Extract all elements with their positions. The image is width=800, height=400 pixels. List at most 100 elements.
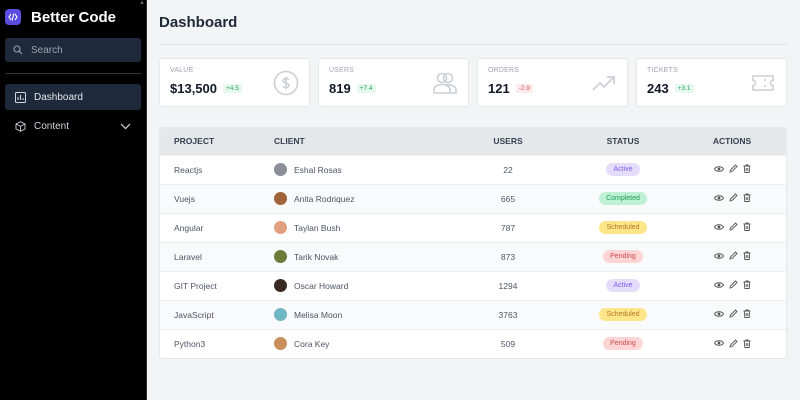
- edit-icon[interactable]: [728, 338, 738, 348]
- edit-icon[interactable]: [728, 251, 738, 260]
- header-project[interactable]: PROJECT: [174, 136, 215, 147]
- page-title: Dashboard: [159, 0, 787, 45]
- header-status[interactable]: STATUS: [606, 136, 640, 147]
- card-label: TICKETS: [647, 67, 678, 74]
- delete-icon[interactable]: [743, 280, 751, 290]
- view-icon[interactable]: [713, 281, 724, 289]
- project-name: GIT Project: [160, 270, 274, 300]
- header-users[interactable]: USERS: [493, 136, 523, 147]
- sidebar-item-dashboard[interactable]: Dashboard: [5, 84, 141, 110]
- card-delta: +3.1: [674, 84, 694, 93]
- table-row: Python3 Cora Key 509 Pending: [160, 328, 786, 358]
- status-badge: Active: [606, 279, 640, 292]
- project-name: JavaScript: [160, 299, 274, 329]
- client-name: Taylan Bush: [294, 222, 341, 233]
- table-row: Laravel Tarik Novak 873 Pending: [160, 241, 786, 271]
- card-delta: -2.9: [515, 84, 533, 93]
- sidebar-divider: [5, 73, 141, 74]
- card-value: 121: [488, 81, 510, 96]
- project-name: Python3: [160, 328, 274, 358]
- project-name: Reactjs: [160, 154, 274, 184]
- user-count: 1294: [448, 270, 568, 300]
- card-value: 819: [329, 81, 351, 96]
- avatar: [274, 250, 287, 263]
- chevron-down-icon[interactable]: [120, 123, 131, 130]
- stat-card-tickets: TICKETS 243 +3.1: [636, 58, 787, 107]
- status-badge: Scheduled: [599, 221, 647, 234]
- edit-icon[interactable]: [728, 164, 738, 173]
- main-content: Dashboard VALUE $13,500 +4.5 USERS 819 +…: [147, 0, 800, 400]
- edit-icon[interactable]: [728, 280, 738, 289]
- status-badge: Pending: [603, 250, 643, 263]
- header-client[interactable]: CLIENT: [274, 136, 305, 147]
- card-delta: +7.4: [356, 84, 376, 93]
- card-delta: +4.5: [223, 84, 242, 93]
- stat-card-orders: ORDERS 121 -2.9: [477, 58, 628, 107]
- avatar: [274, 308, 287, 321]
- delete-icon[interactable]: [743, 193, 751, 203]
- client-name: Cora Key: [294, 338, 330, 349]
- users-icon: [433, 72, 457, 94]
- table-row: JavaScript Melisa Moon 3763 Scheduled: [160, 299, 786, 329]
- delete-icon[interactable]: [743, 339, 751, 348]
- view-icon[interactable]: [713, 165, 724, 173]
- project-name: Angular: [160, 212, 274, 242]
- view-icon[interactable]: [713, 223, 724, 231]
- view-icon[interactable]: [713, 310, 724, 318]
- scroll-up-arrow[interactable]: ▲: [139, 0, 145, 6]
- brand-name: Better Code: [31, 8, 117, 26]
- stat-card-users: USERS 819 +7.4: [318, 58, 469, 107]
- avatar: [274, 337, 287, 351]
- card-label: USERS: [329, 67, 355, 74]
- code-icon: [5, 9, 21, 25]
- delete-icon[interactable]: [743, 164, 751, 174]
- table-header-row: PROJECT CLIENT USERS STATUS ACTIONS: [160, 128, 786, 155]
- card-label: ORDERS: [488, 67, 520, 74]
- sidebar: ▲ Better Code Search Dashboard Content: [0, 0, 147, 400]
- delete-icon[interactable]: [743, 222, 751, 232]
- view-icon[interactable]: [713, 339, 724, 347]
- client-name: Oscar Howard: [294, 280, 349, 291]
- status-badge: Scheduled: [599, 308, 647, 321]
- user-count: 22: [448, 154, 568, 184]
- projects-table: PROJECT CLIENT USERS STATUS ACTIONS Reac…: [159, 127, 787, 359]
- edit-icon[interactable]: [728, 193, 738, 202]
- avatar: [274, 279, 287, 292]
- brand[interactable]: Better Code: [5, 0, 141, 34]
- stat-card-value: VALUE $13,500 +4.5: [159, 58, 310, 107]
- view-icon[interactable]: [713, 194, 724, 202]
- status-badge: Pending: [603, 337, 643, 351]
- dollar-icon: [273, 70, 299, 96]
- delete-icon[interactable]: [743, 309, 751, 319]
- client-name: Melisa Moon: [294, 309, 343, 320]
- user-count: 509: [448, 328, 568, 358]
- table-row: Vuejs Anita Rodriquez 665 Completed: [160, 183, 786, 213]
- sidebar-item-label: Dashboard: [34, 91, 83, 103]
- trending-up-icon: [592, 76, 615, 91]
- user-count: 873: [448, 241, 568, 271]
- search-placeholder: Search: [31, 44, 63, 56]
- view-icon[interactable]: [713, 252, 724, 260]
- table-row: Angular Taylan Bush 787 Scheduled: [160, 212, 786, 242]
- search-input[interactable]: Search: [5, 38, 141, 62]
- table-row: GIT Project Oscar Howard 1294 Active: [160, 270, 786, 300]
- edit-icon[interactable]: [728, 309, 738, 318]
- card-label: VALUE: [170, 67, 194, 74]
- ticket-icon: [752, 75, 774, 91]
- card-value: 243: [647, 81, 669, 96]
- status-badge: Active: [606, 163, 640, 176]
- avatar: [274, 163, 287, 176]
- user-count: 3763: [448, 299, 568, 329]
- edit-icon[interactable]: [728, 222, 738, 231]
- status-badge: Completed: [599, 192, 647, 205]
- table-row: Reactjs Eshal Rosas 22 Active: [160, 154, 786, 184]
- chart-icon: [15, 91, 26, 103]
- sidebar-item-content[interactable]: Content: [5, 113, 141, 139]
- delete-icon[interactable]: [743, 251, 751, 261]
- stat-cards: VALUE $13,500 +4.5 USERS 819 +7.4 ORDERS…: [159, 58, 787, 107]
- avatar: [274, 221, 287, 234]
- project-name: Laravel: [160, 241, 274, 271]
- sidebar-item-label: Content: [34, 120, 70, 132]
- header-actions: ACTIONS: [712, 136, 752, 147]
- client-name: Anita Rodriquez: [294, 193, 355, 204]
